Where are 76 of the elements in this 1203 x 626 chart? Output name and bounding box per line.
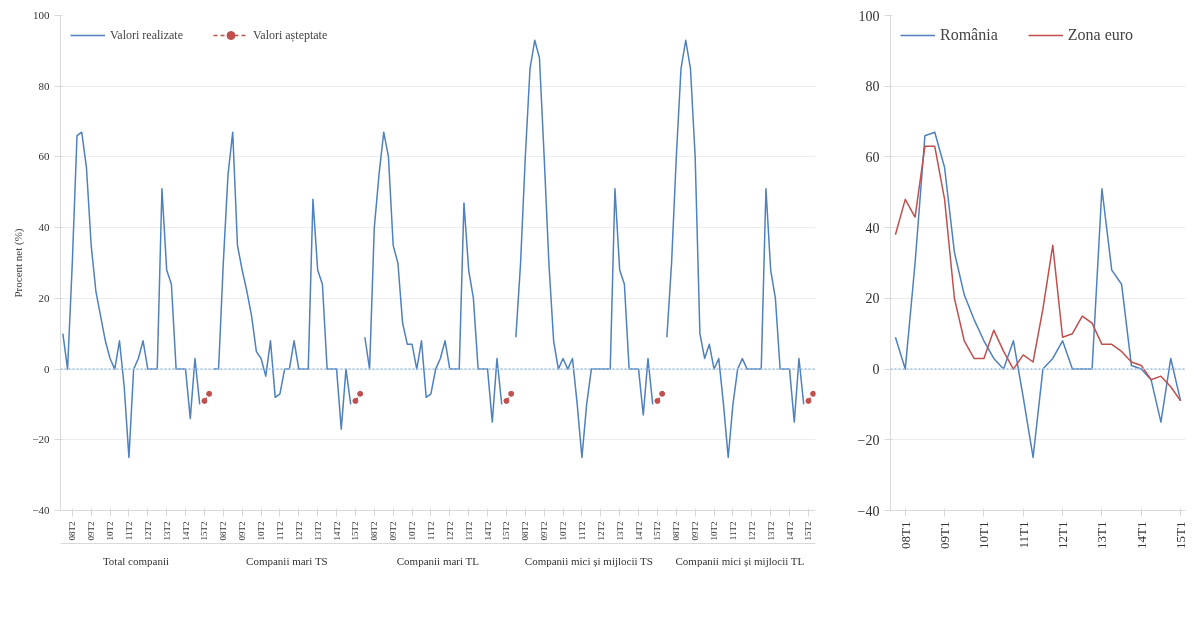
- legend-label: Valori așteptate: [252, 27, 328, 43]
- y-tick-label: 100: [858, 8, 880, 24]
- x-tick-label: 09T2: [539, 521, 550, 541]
- text: Companii mari TS: [246, 554, 328, 567]
- x-tick-label: 09T2: [237, 521, 248, 541]
- y-axis-title: Procent net (%): [12, 228, 26, 298]
- x-tick-label: 10T2: [256, 521, 267, 541]
- y-tick-label: 80: [865, 79, 880, 95]
- line-series: [894, 145, 1182, 402]
- y-tick-label: 20: [865, 291, 880, 307]
- x-tick-label: 14T2: [482, 521, 493, 541]
- x-tick-label: 11T1: [1015, 521, 1031, 549]
- x-tick-label: 08T2: [67, 521, 78, 541]
- x-tick-label: 15T2: [199, 521, 210, 541]
- x-tick-label: 10T2: [407, 521, 418, 541]
- x-tick-label: 08T2: [520, 521, 531, 541]
- x-tick-label: 08T2: [369, 521, 380, 541]
- x-tick-label: 15T2: [501, 521, 512, 541]
- x-tick-label: 11T2: [425, 521, 436, 541]
- x-tick-label: 15T1: [1173, 521, 1189, 549]
- x-tick-label: 14T2: [784, 521, 795, 541]
- x-tick-label: 13T2: [463, 521, 474, 541]
- x-tick-label: 13T1: [1094, 521, 1110, 549]
- x-tick-label: 15T2: [652, 521, 663, 541]
- x-tick-label: 13T2: [161, 521, 172, 541]
- x-tick-label: 15T2: [350, 521, 361, 541]
- x-tick-label: 09T2: [690, 521, 701, 541]
- legend-label: Zona euro: [1067, 26, 1134, 44]
- x-tick-label: 10T2: [105, 521, 116, 541]
- x-tick-label: 13T2: [312, 521, 323, 541]
- y-tick-label: 0: [44, 362, 50, 375]
- x-tick-label: 15T2: [803, 521, 814, 541]
- x-tick-label: 09T2: [388, 521, 399, 541]
- x-tick-label: 11T2: [727, 521, 738, 541]
- x-tick-label: 11T2: [123, 521, 134, 541]
- x-tick-label: 08T2: [671, 521, 682, 541]
- x-tick-label: 14T2: [633, 521, 644, 541]
- x-tick-label: 09T2: [86, 521, 97, 541]
- legend-label: Valori realizate: [110, 27, 183, 43]
- line-series: [894, 131, 1182, 459]
- y-tick-label: 60: [38, 150, 50, 163]
- y-tick-label: −20: [32, 433, 50, 446]
- x-tick-label: 14T2: [180, 521, 191, 541]
- y-tick-label: 40: [865, 220, 880, 236]
- x-tick-label: 11T2: [576, 521, 587, 541]
- x-tick-label: 12T2: [746, 521, 757, 541]
- y-tick-label: −40: [32, 504, 50, 516]
- x-tick-label: 12T2: [595, 521, 606, 541]
- x-tick-label: 10T2: [558, 521, 569, 541]
- y-tick-label: 100: [33, 9, 50, 21]
- x-tick-label: 11T2: [274, 521, 285, 541]
- x-tick-label: 12T1: [1055, 521, 1071, 549]
- y-tick-label: 60: [865, 149, 880, 165]
- text: Companii mici și mijlocii TL: [675, 554, 805, 567]
- y-tick-label: 40: [38, 221, 50, 234]
- x-tick-label: 13T2: [765, 521, 776, 541]
- text: Companii mari TL: [396, 554, 480, 567]
- y-tick-label: −40: [857, 503, 880, 519]
- x-tick-label: 12T2: [444, 521, 455, 541]
- text: Companii mici și mijlocii TS: [524, 554, 653, 567]
- y-tick-label: 80: [38, 79, 50, 92]
- legend-label: România: [940, 26, 998, 44]
- text: Total companii: [102, 554, 170, 567]
- x-tick-label: 14T1: [1133, 521, 1149, 549]
- y-tick-label: 0: [872, 362, 880, 378]
- x-tick-label: 10T1: [976, 521, 992, 549]
- x-tick-label: 08T2: [218, 521, 229, 541]
- x-tick-label: 08T1: [897, 521, 913, 549]
- y-tick-label: −20: [857, 432, 880, 448]
- x-tick-label: 12T2: [293, 521, 304, 541]
- x-tick-label: 14T2: [331, 521, 342, 541]
- y-tick-label: 20: [38, 291, 50, 304]
- x-tick-label: 10T2: [709, 521, 720, 541]
- x-tick-label: 09T1: [937, 521, 953, 549]
- x-tick-label: 12T2: [142, 521, 153, 541]
- x-tick-label: 13T2: [614, 521, 625, 541]
